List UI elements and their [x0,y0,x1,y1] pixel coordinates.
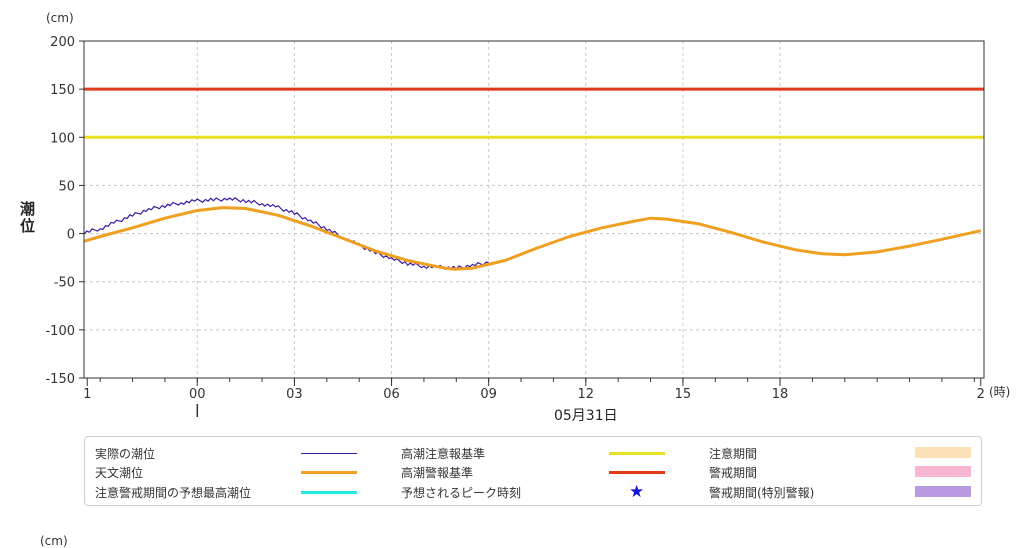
x-tick-label: 12 [578,387,595,402]
y-axis-title: 潮位 [18,200,36,235]
legend-label: 実際の潮位 [95,446,156,461]
y-tick-label: 200 [50,35,75,50]
legend-label: 予想されるピーク時刻 [401,485,522,500]
legend-swatch-astronomical-tide [301,471,357,474]
x-tick-label: 03 [286,387,303,402]
legend-item-special-warning-period: 警戒期間(特別警報) [709,483,814,501]
x-tick-label: 00 [189,387,206,402]
legend-item-advisory-period: 注意期間 [709,444,757,462]
legend-item-warning-period: 警戒期間 [709,463,757,481]
legend-item-predicted-max: 注意警戒期間の予想最高潮位 [95,483,251,501]
y-tick-label: 150 [50,83,75,98]
x-tick-label: 06 [383,387,400,402]
star-icon: ★ [629,482,645,502]
legend-swatch-storm-surge-warning [609,471,665,474]
legend-swatch-advisory-period [915,447,971,458]
y-tick-label: -50 [54,276,75,291]
legend-label: 警戒期間(特別警報) [709,485,815,500]
x-unit-label: (時) [989,385,1010,399]
legend-item-peak-time: 予想されるピーク時刻 [401,483,521,501]
legend: 実際の潮位 天文潮位 注意警戒期間の予想最高潮位 高潮注意報基準 高潮警報基準 … [84,436,982,506]
y-unit-label: (cm) [46,11,74,25]
plot-frame [83,40,985,379]
legend-swatch-storm-surge-advisory [609,452,665,455]
legend-label: 高潮注意報基準 [401,446,486,461]
x-tick-label: 2 [977,387,985,402]
x-tick-label: 09 [480,387,497,402]
reference-lines [84,87,984,139]
legend-item-storm-surge-warning: 高潮警報基準 [401,463,473,481]
legend-swatch-warning-period [915,466,971,477]
y-tick-label: 100 [50,131,75,146]
next-chart-unit-label: (cm) [40,534,68,548]
legend-item-storm-surge-advisory: 高潮注意報基準 [401,444,485,462]
legend-label: 注意期間 [709,446,758,461]
legend-label: 天文潮位 [95,465,144,480]
legend-swatch-actual-tide [301,453,357,454]
legend-label: 注意警戒期間の予想最高潮位 [95,485,252,500]
date-label: 05月31日 [554,408,618,424]
series-line-actual-tide [83,197,489,271]
legend-label: 高潮警報基準 [401,465,474,480]
series-line-astronomical-tide [83,206,982,271]
y-tick-label: 0 [67,228,75,243]
series-lines [83,197,982,271]
legend-label: 警戒期間 [709,465,758,480]
y-tick-label: -100 [45,324,75,339]
legend-item-actual-tide: 実際の潮位 [95,444,155,462]
legend-item-astronomical-tide: 天文潮位 [95,463,143,481]
x-tick-label: 15 [675,387,692,402]
legend-swatch-special-warning-period [915,486,971,497]
x-tick-label: 1 [83,387,91,402]
y-tick-label: -150 [45,372,75,387]
x-tick-label: 18 [772,387,789,402]
legend-swatch-predicted-max [301,491,357,494]
y-tick-label: 50 [58,179,75,194]
